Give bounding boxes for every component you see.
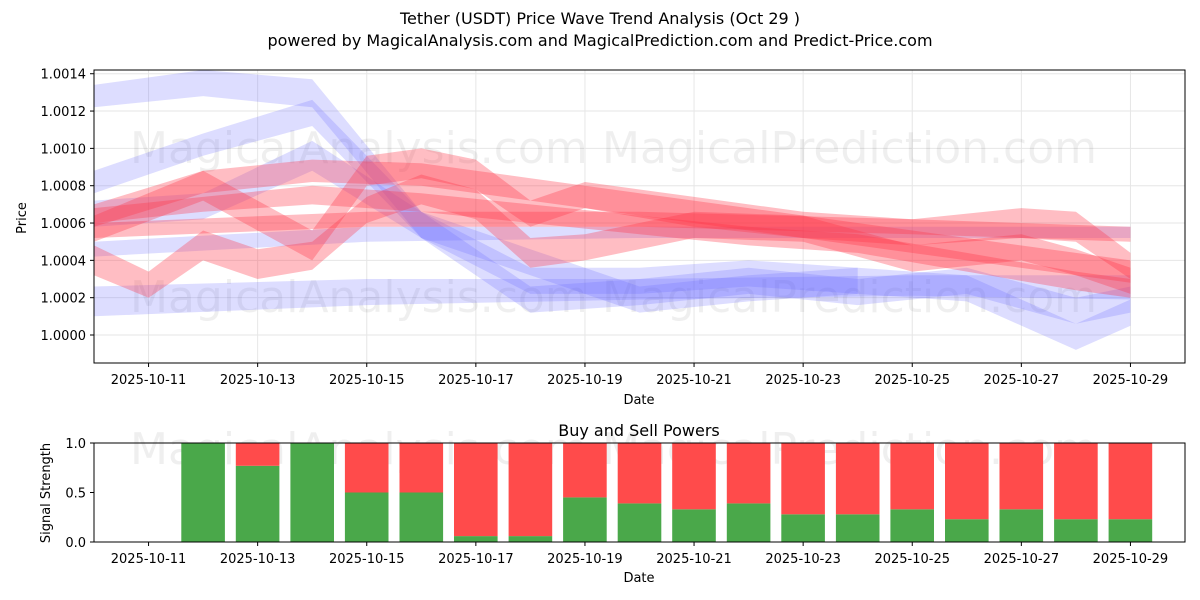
price-x-axis: 2025-10-11 2025-10-13 2025-10-15 2025-10-17… (111, 363, 1168, 388)
price-x-tick-label-7: 2025-10-25 (874, 373, 950, 388)
buy-bar-2025-10-26 (945, 519, 989, 542)
power-x-tick-label-7: 2025-10-25 (874, 552, 950, 567)
power-x-tick-label-3: 2025-10-17 (438, 552, 514, 567)
buy-bar-2025-10-28 (1054, 519, 1098, 542)
buy-bar-2025-10-29 (1108, 519, 1153, 542)
buy-bar-2025-10-15 (344, 492, 389, 542)
price-grid (94, 70, 1185, 363)
buy-bar-2025-10-21 (672, 509, 716, 542)
price-y-axis: 1.0000 1.0002 1.0004 1.0006 1.0008 1.0010 1.00… (41, 68, 94, 344)
power-x-tick-label-8: 2025-10-27 (984, 552, 1060, 567)
wave-blue-3 (94, 140, 1131, 324)
wave-red-2 (94, 148, 1131, 279)
watermark-prediction-1: MagicalPrediction.com (602, 123, 1097, 174)
sell-bar-2025-10-28 (1054, 443, 1098, 520)
power-y-tick-label-0: 0.0 (65, 536, 86, 551)
sell-bar-2025-10-21 (672, 443, 716, 510)
price-x-tick-label-4: 2025-10-19 (547, 373, 623, 388)
chart-subtitle: powered by MagicalAnalysis.com and Magic… (267, 31, 933, 50)
buy-bar-2025-10-17 (454, 536, 498, 542)
buy-bar-2025-10-19 (563, 497, 607, 542)
wave-blue-5 (94, 226, 1131, 257)
price-x-tick-label-6: 2025-10-23 (765, 373, 841, 388)
power-chart-title: Buy and Sell Powers (558, 421, 720, 440)
price-y-tick-label-0: 1.0000 (41, 329, 87, 344)
power-x-tick-label-9: 2025-10-29 (1093, 552, 1169, 567)
sell-bar-2025-10-17 (454, 443, 498, 537)
price-x-tick-label-9: 2025-10-29 (1093, 373, 1169, 388)
buy-bar-2025-10-24 (835, 514, 880, 542)
buy-bar-2025-10-27 (999, 509, 1044, 542)
sell-bar-2025-10-27 (999, 443, 1044, 510)
sell-bar-2025-10-16 (399, 443, 444, 493)
wave-red-4 (94, 211, 1131, 242)
watermark-analysis-2: MagicalAnalysis.com (130, 272, 588, 323)
buy-bar-2025-10-18 (508, 536, 553, 542)
buy-bar-2025-10-13 (235, 465, 280, 542)
power-x-tick-label-1: 2025-10-13 (220, 552, 296, 567)
wave-blue-2 (94, 99, 858, 294)
chart-title: Tether (USDT) Price Wave Trend Analysis … (399, 9, 801, 28)
price-y-tick-label-4: 1.0008 (41, 180, 87, 195)
sell-bar-2025-10-15 (344, 443, 389, 493)
price-y-tick-label-2: 1.0004 (41, 254, 87, 269)
price-x-tick-label-8: 2025-10-27 (984, 373, 1060, 388)
power-y-tick-label-2: 1.0 (65, 437, 86, 452)
sell-bar-2025-10-13 (235, 443, 280, 466)
price-x-tick-label-1: 2025-10-13 (220, 373, 296, 388)
buy-bar-2025-10-25 (890, 509, 934, 542)
price-y-tick-label-6: 1.0012 (41, 105, 87, 120)
sell-bar-2025-10-22 (726, 443, 771, 504)
power-bars (181, 443, 1153, 542)
buy-bar-2025-10-16 (399, 492, 444, 542)
wave-blue-4 (94, 275, 1131, 317)
sell-bar-2025-10-26 (945, 443, 989, 520)
price-x-tick-label-3: 2025-10-17 (438, 373, 514, 388)
power-x-axis-title: Date (623, 571, 654, 586)
sell-bar-2025-10-23 (781, 443, 825, 515)
price-x-tick-label-0: 2025-10-11 (111, 373, 187, 388)
sell-bar-2025-10-29 (1108, 443, 1153, 520)
price-y-tick-label-3: 1.0006 (41, 217, 87, 232)
power-y-axis: 0.0 0.5 1.0 (65, 437, 94, 551)
price-y-tick-label-1: 1.0002 (41, 292, 87, 307)
price-waves (94, 70, 1131, 350)
watermark-prediction-2: MagicalPrediction.com (602, 272, 1097, 323)
watermark-analysis-1: MagicalAnalysis.com (130, 123, 588, 174)
price-x-axis-title: Date (623, 393, 654, 408)
price-watermarks: MagicalAnalysis.com MagicalPrediction.co… (130, 123, 1097, 323)
buy-bar-2025-10-20 (617, 503, 662, 542)
price-y-axis-title: Price (15, 202, 30, 234)
wave-red-1 (94, 174, 1131, 298)
sell-bar-2025-10-18 (508, 443, 553, 537)
price-plot-frame (93, 69, 1186, 364)
wave-blue-1 (94, 70, 1131, 350)
power-x-tick-label-0: 2025-10-11 (111, 552, 187, 567)
sell-bar-2025-10-20 (617, 443, 662, 504)
buy-bar-2025-10-12 (181, 443, 225, 542)
price-y-tick-label-7: 1.0014 (41, 68, 87, 83)
buy-bar-2025-10-22 (726, 503, 771, 542)
price-x-tick-label-2: 2025-10-15 (329, 373, 405, 388)
price-y-tick-label-5: 1.0010 (41, 142, 87, 157)
power-x-tick-label-4: 2025-10-19 (547, 552, 623, 567)
sell-bar-2025-10-25 (890, 443, 934, 510)
price-x-tick-label-5: 2025-10-21 (656, 373, 732, 388)
power-x-axis: 2025-10-11 2025-10-13 2025-10-15 2025-10-17… (111, 542, 1168, 567)
buy-bar-2025-10-14 (290, 443, 334, 542)
sell-bar-2025-10-19 (563, 443, 607, 498)
buy-bar-2025-10-23 (781, 514, 825, 542)
power-x-tick-label-6: 2025-10-23 (765, 552, 841, 567)
power-x-tick-label-2: 2025-10-15 (329, 552, 405, 567)
power-y-tick-label-1: 0.5 (65, 487, 86, 502)
power-x-tick-label-5: 2025-10-21 (656, 552, 732, 567)
power-y-axis-title: Signal Strength (39, 443, 54, 543)
sell-bar-2025-10-24 (835, 443, 880, 515)
